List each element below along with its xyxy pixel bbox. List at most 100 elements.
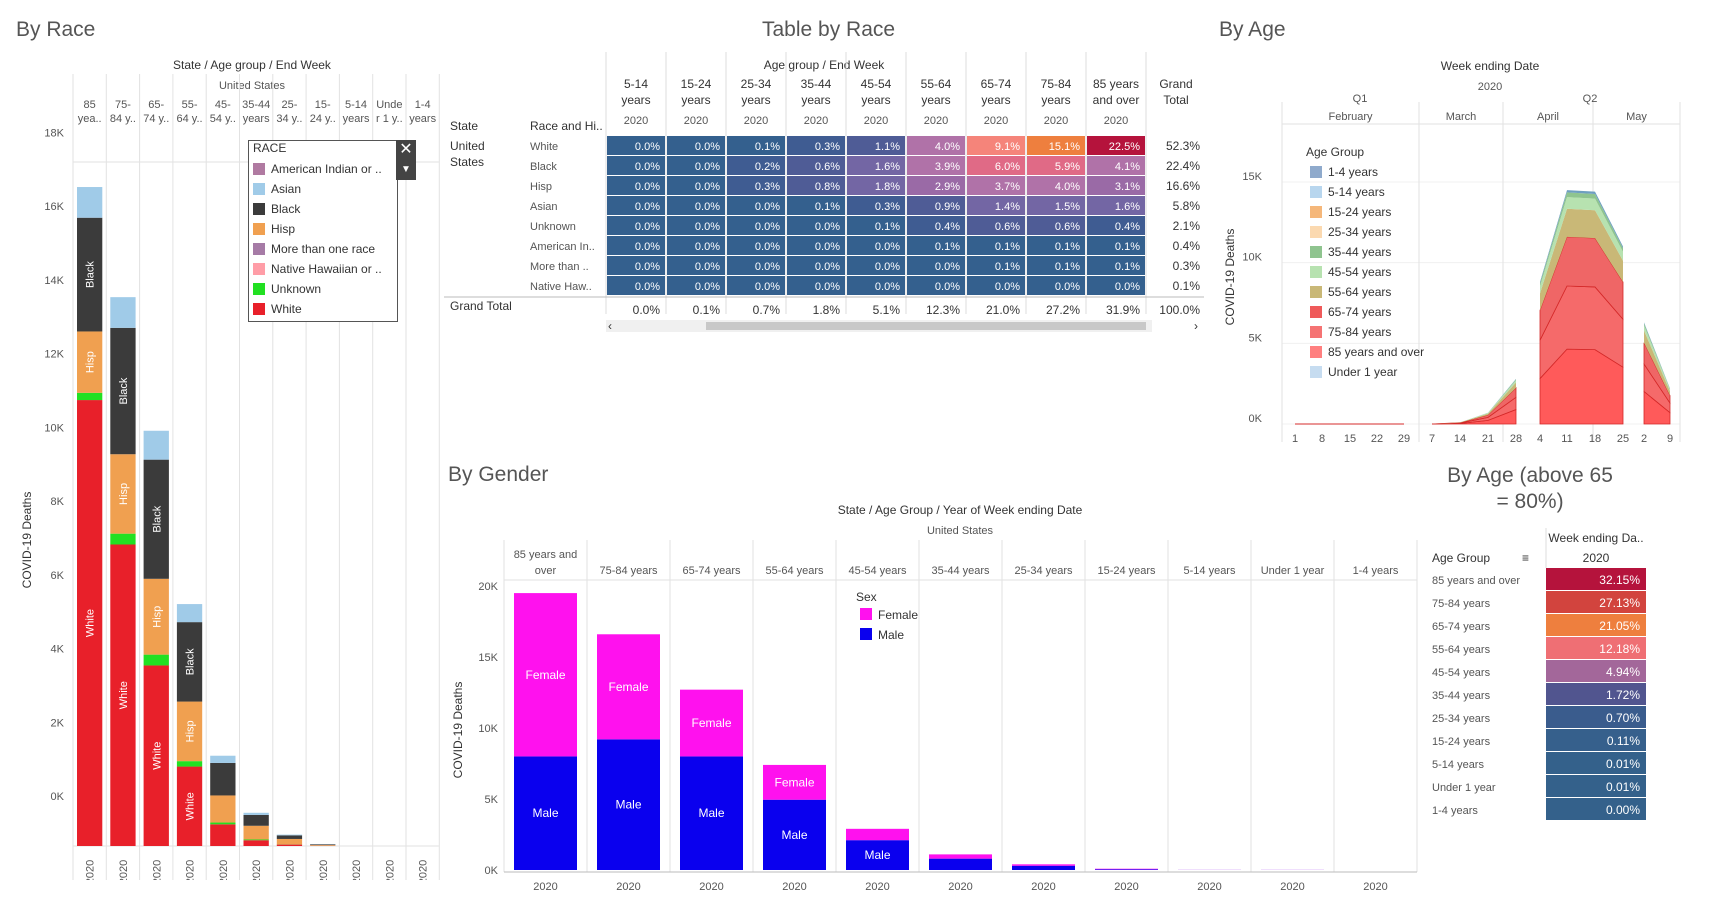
table-cell[interactable] [847,156,905,175]
age-legend-item[interactable]: 45-54 years [1306,262,1446,282]
age-legend-item[interactable]: 75-84 years [1306,322,1446,342]
table-cell[interactable] [787,156,845,175]
bar-segment[interactable] [110,533,136,545]
table-cell[interactable] [1087,136,1145,155]
close-icon[interactable]: ✕ [399,141,413,158]
bar-segment[interactable] [243,840,269,846]
bar-segment[interactable] [276,834,303,836]
area-layer[interactable] [1540,190,1623,284]
bar-segment[interactable] [210,755,236,763]
table-cell[interactable] [1087,276,1145,295]
table-cell[interactable] [667,236,725,255]
table-cell[interactable] [607,276,665,295]
race-legend-item[interactable]: More than one race [249,239,397,259]
race-legend-item[interactable]: Native Hawaiian or .. [249,259,397,279]
bar-segment[interactable] [210,824,236,846]
bar-segment[interactable] [276,838,303,845]
area-layer[interactable] [1540,197,1623,294]
bar-segment-male[interactable] [763,799,826,870]
table-cell[interactable] [667,156,725,175]
legend-label[interactable]: Male [878,628,904,642]
age-table-cell[interactable] [1546,729,1646,751]
age-table-cell[interactable] [1546,591,1646,613]
table-cell[interactable] [787,276,845,295]
race-legend-item[interactable]: Black [249,199,397,219]
bar-segment-male[interactable] [597,739,660,870]
table-cell[interactable] [607,156,665,175]
table-cell[interactable] [967,196,1025,215]
bar-segment[interactable] [143,654,169,666]
table-cell[interactable] [787,176,845,195]
legend-label[interactable]: Female [878,608,918,622]
table-cell[interactable] [727,256,785,275]
bar-segment[interactable] [243,825,269,840]
age-legend-item[interactable]: 25-34 years [1306,222,1446,242]
table-scrollbar-thumb[interactable] [706,322,1146,330]
bar-segment[interactable] [110,327,136,455]
bar-segment[interactable] [176,766,203,846]
table-cell[interactable] [907,256,965,275]
table-cell[interactable] [667,196,725,215]
bar-segment-male[interactable] [1095,869,1158,870]
table-cell[interactable] [967,276,1025,295]
age-legend-item[interactable]: 1-4 years [1306,162,1446,182]
table-cell[interactable] [967,236,1025,255]
table-cell[interactable] [727,196,785,215]
bar-segment-female[interactable] [1095,868,1158,870]
area-layer[interactable] [1540,192,1623,287]
table-cell[interactable] [847,236,905,255]
table-cell[interactable] [727,216,785,235]
table-cell[interactable] [1027,256,1085,275]
bar-segment[interactable] [143,578,169,655]
bar-segment-female[interactable] [680,689,743,757]
age-legend-item[interactable]: Under 1 year [1306,362,1446,382]
bar-segment[interactable] [210,795,236,823]
table-cell[interactable] [727,156,785,175]
table-cell[interactable] [607,136,665,155]
bar-segment[interactable] [176,701,203,762]
table-cell[interactable] [1087,196,1145,215]
table-cell[interactable] [967,136,1025,155]
age-table-cell[interactable] [1546,637,1646,659]
table-cell[interactable] [607,216,665,235]
table-cell[interactable] [787,196,845,215]
table-cell[interactable] [1027,136,1085,155]
table-cell[interactable] [1027,176,1085,195]
age-table-cell[interactable] [1546,568,1646,590]
table-cell[interactable] [787,216,845,235]
age-table-cell[interactable] [1546,775,1646,797]
table-cell[interactable] [907,176,965,195]
area-layer[interactable] [1644,325,1670,392]
bar-segment[interactable] [143,665,169,846]
bar-segment[interactable] [143,459,169,579]
bar-segment-male[interactable] [1012,865,1075,870]
table-cell[interactable] [1027,236,1085,255]
table-cell[interactable] [907,136,965,155]
bar-segment[interactable] [143,430,169,460]
bar-segment-female[interactable] [597,634,660,740]
table-cell[interactable] [847,256,905,275]
table-cell[interactable] [667,176,725,195]
bar-segment-male[interactable] [680,756,743,870]
bar-segment[interactable] [276,844,303,846]
bar-segment-female[interactable] [763,764,826,800]
bar-segment[interactable] [77,400,103,846]
bar-segment[interactable] [210,762,236,796]
table-cell[interactable] [727,136,785,155]
age-legend-item[interactable]: 15-24 years [1306,202,1446,222]
table-cell[interactable] [967,216,1025,235]
table-cell[interactable] [1087,256,1145,275]
area-layer[interactable] [1644,330,1670,396]
age-legend-item[interactable]: 35-44 years [1306,242,1446,262]
table-cell[interactable] [967,256,1025,275]
table-cell[interactable] [907,236,965,255]
race-legend-item[interactable]: Unknown [249,279,397,299]
age-table-cell[interactable] [1546,752,1646,774]
sort-icon[interactable]: ≡ [1522,551,1529,565]
table-cell[interactable] [727,276,785,295]
bar-segment-female[interactable] [929,854,992,859]
area-layer[interactable] [1644,322,1670,389]
scroll-left-icon[interactable]: ‹ [608,319,612,333]
table-cell[interactable] [907,276,965,295]
table-cell[interactable] [847,136,905,155]
